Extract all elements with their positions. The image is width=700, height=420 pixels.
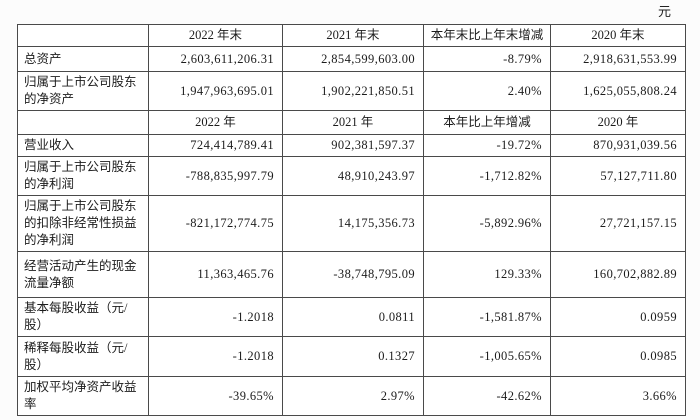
value-cell: -788,835,997.79 [148,156,283,196]
value-cell: 870,931,039.56 [550,134,686,157]
row-total-assets: 总资产 2,603,611,206.31 2,854,599,603.00 -8… [17,46,686,72]
row-label: 稀释每股收益（元/股） [17,336,149,377]
row-net-profit-attributable: 归属于上市公司股东的净利润 -788,835,997.79 48,910,243… [17,156,686,196]
row-net-assets-attributable: 归属于上市公司股东的净资产 1,947,963,695.01 1,902,221… [17,71,686,111]
value-cell: 1,902,221,850.51 [282,71,424,111]
value-cell: -821,172,774.75 [148,195,283,252]
row-label: 基本每股收益（元/股） [17,297,149,337]
col-header-2021-year: 2021 年 [282,110,424,135]
value-cell: 160,702,882.89 [550,251,686,298]
value-cell: 2,918,631,553.99 [550,46,686,72]
value-cell: 1,947,963,695.01 [148,71,283,111]
value-cell: -8.79% [423,46,551,72]
corner-cell [17,110,149,135]
value-cell: 2.40% [423,71,551,111]
corner-cell [17,24,149,47]
row-operating-revenue: 营业收入 724,414,789.41 902,381,597.37 -19.7… [17,134,686,157]
value-cell: -42.62% [423,376,551,416]
value-cell: 2.97% [282,376,424,416]
value-cell: 57,127,711.80 [550,156,686,196]
value-cell: 2,854,599,603.00 [282,46,424,72]
row-label: 归属于上市公司股东的净资产 [17,71,149,111]
value-cell: -1,005.65% [423,336,551,377]
row-net-profit-excl-nonrecurring: 归属于上市公司股东的扣除非经常性损益的净利润 -821,172,774.75 1… [17,195,686,252]
row-label: 归属于上市公司股东的净利润 [17,156,149,196]
value-cell: 902,381,597.37 [282,134,424,157]
value-cell: 3.66% [550,376,686,416]
row-label: 营业收入 [17,134,149,157]
row-basic-eps: 基本每股收益（元/股） -1.2018 0.0811 -1,581.87% 0.… [17,297,686,337]
row-label: 总资产 [17,46,149,72]
value-cell: 724,414,789.41 [148,134,283,157]
col-header-yoy-yearend-change: 本年末比上年末增减 [423,24,551,47]
value-cell: -19.72% [423,134,551,157]
value-cell: 129.33% [423,251,551,298]
value-cell: -1.2018 [148,336,283,377]
header-row-year: 2022 年 2021 年 本年比上年增减 2020 年 [17,110,686,135]
value-cell: -5,892.96% [423,195,551,252]
col-header-2022-yearend: 2022 年末 [148,24,283,47]
value-cell: 0.1327 [282,336,424,377]
value-cell: 48,910,243.97 [282,156,424,196]
value-cell: 27,721,157.15 [550,195,686,252]
row-label: 经营活动产生的现金流量净额 [17,251,149,298]
value-cell: 0.0959 [550,297,686,337]
value-cell: -39.65% [148,376,283,416]
value-cell: 0.0811 [282,297,424,337]
col-header-2022-year: 2022 年 [148,110,283,135]
value-cell: 0.0985 [550,336,686,377]
header-row-yearend: 2022 年末 2021 年末 本年末比上年末增减 2020 年末 [17,24,686,47]
value-cell: 2,603,611,206.31 [148,46,283,72]
row-label: 加权平均净资产收益率 [17,376,149,416]
col-header-yoy-change: 本年比上年增减 [423,110,551,135]
row-label: 归属于上市公司股东的扣除非经常性损益的净利润 [17,195,149,252]
col-header-2020-yearend: 2020 年末 [550,24,686,47]
value-cell: -1,581.87% [423,297,551,337]
value-cell: 11,363,465.76 [148,251,283,298]
value-cell: 14,175,356.73 [282,195,424,252]
value-cell: -1.2018 [148,297,283,337]
key-financials-table: 2022 年末 2021 年末 本年末比上年末增减 2020 年末 总资产 2,… [17,24,686,416]
col-header-2021-yearend: 2021 年末 [282,24,424,47]
col-header-2020-year: 2020 年 [550,110,686,135]
row-weighted-avg-roe: 加权平均净资产收益率 -39.65% 2.97% -42.62% 3.66% [17,376,686,416]
value-cell: -1,712.82% [423,156,551,196]
value-cell: 1,625,055,808.24 [550,71,686,111]
currency-unit-label: 元 [657,4,671,19]
value-cell: -38,748,795.09 [282,251,424,298]
row-operating-cash-flow: 经营活动产生的现金流量净额 11,363,465.76 -38,748,795.… [17,251,686,298]
row-diluted-eps: 稀释每股收益（元/股） -1.2018 0.1327 -1,005.65% 0.… [17,336,686,377]
